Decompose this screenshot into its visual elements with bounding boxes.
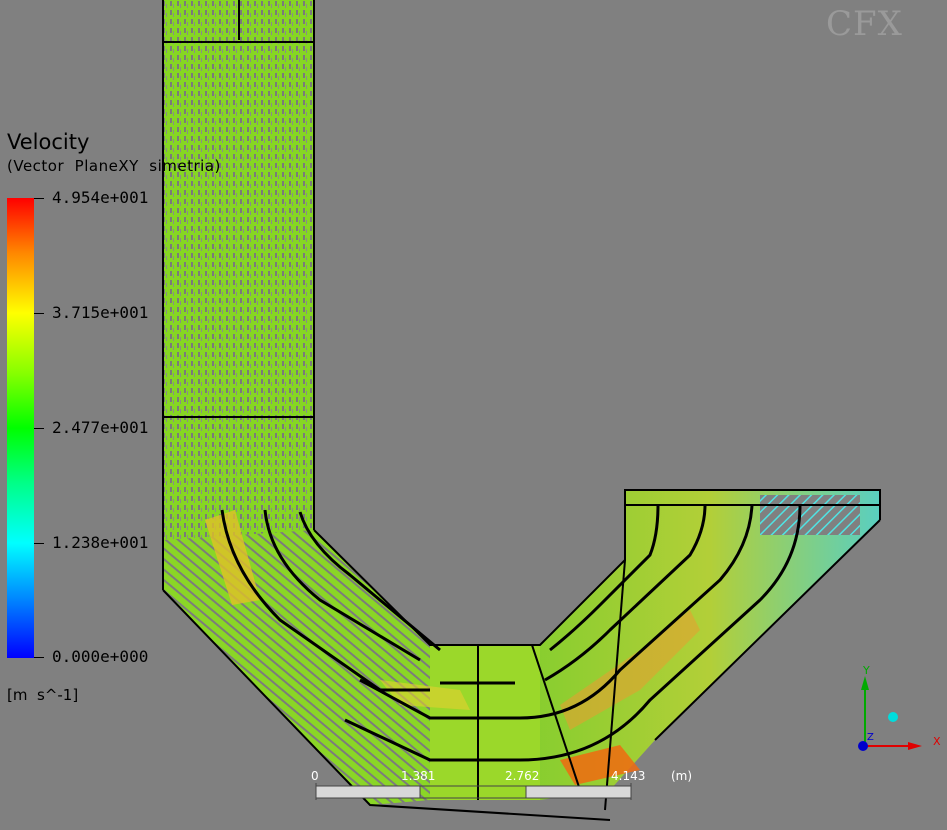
axis-y-label: Y xyxy=(863,664,870,677)
axis-x-label: X xyxy=(933,735,941,748)
legend-tick xyxy=(34,198,44,199)
scale-label: 2.762 xyxy=(505,769,540,783)
scale-label: 1.381 xyxy=(401,769,436,783)
legend-tick-label: 3.715e+001 xyxy=(52,303,149,322)
axis-triad xyxy=(858,676,922,751)
cfx-logo: CFX xyxy=(826,4,903,44)
legend-units: [m s^-1] xyxy=(7,686,79,704)
legend-tick xyxy=(34,657,44,658)
legend-title: Velocity xyxy=(7,130,90,154)
turning-vanes xyxy=(220,504,802,762)
legend-tick-label: 4.954e+001 xyxy=(52,188,149,207)
duct-outline xyxy=(162,0,881,821)
axis-z-label: Z xyxy=(867,732,874,743)
legend-tick xyxy=(34,428,44,429)
legend-tick-label: 1.238e+001 xyxy=(52,533,149,552)
legend-subtitle: (Vector PlaneXY simetria) xyxy=(7,157,221,175)
legend-tick xyxy=(34,313,44,314)
legend-tick-label: 2.477e+001 xyxy=(52,418,149,437)
scale-label: 4.143 xyxy=(611,769,646,783)
scale-bar xyxy=(315,783,632,800)
legend-tick xyxy=(34,543,44,544)
color-bar xyxy=(7,198,34,658)
riser-duct xyxy=(163,0,314,540)
left-elbow xyxy=(163,530,430,805)
legend-tick-label: 0.000e+000 xyxy=(52,647,149,666)
scale-unit: (m) xyxy=(671,769,693,783)
scale-label: 0 xyxy=(311,769,319,783)
cyan-region xyxy=(760,495,860,535)
